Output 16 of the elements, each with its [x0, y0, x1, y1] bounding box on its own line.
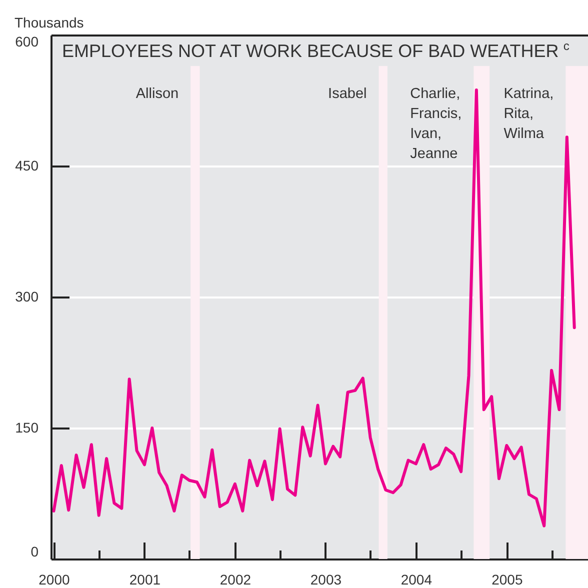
y-tick-label: 600: [15, 34, 39, 50]
x-tick-label: 2000: [38, 572, 70, 588]
band-label: Charlie, Francis, Ivan, Jeanne: [410, 86, 462, 162]
y-tick-label: 300: [15, 288, 39, 304]
y-tick-label: 150: [15, 420, 39, 436]
x-tick-label: 2003: [310, 572, 342, 588]
y-axis-title: Thousands: [14, 14, 84, 30]
band-label: Allison: [136, 86, 179, 102]
y-tick-label: 450: [15, 158, 39, 174]
x-tick-label: 2002: [220, 572, 252, 588]
y-tick-label: 0: [30, 544, 39, 560]
x-tick-label: 2004: [400, 572, 432, 588]
band-label: Isabel: [328, 86, 367, 102]
x-tick-label: 2001: [129, 572, 161, 588]
band-label: Katrina, Rita, Wilma: [504, 86, 554, 142]
x-tick-label: 2005: [492, 572, 523, 588]
